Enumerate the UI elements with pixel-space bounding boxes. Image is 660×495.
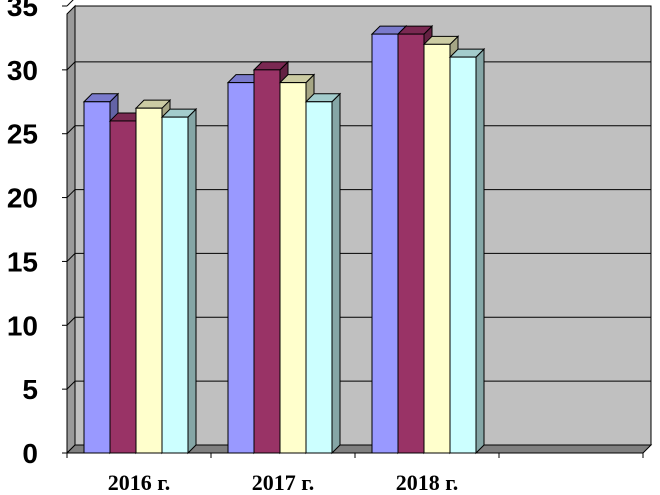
bar — [161, 116, 189, 454]
gridline-side — [66, 253, 76, 262]
bar — [371, 33, 399, 454]
gridline-side — [66, 61, 76, 71]
gridline-side — [66, 0, 74, 7]
bar — [279, 82, 307, 454]
bar — [423, 43, 451, 454]
y-tick-label: 15 — [7, 246, 38, 277]
gridline-side — [66, 125, 76, 135]
bar — [253, 69, 281, 454]
gridline-side — [66, 380, 76, 390]
y-tick-label: 30 — [7, 55, 38, 86]
bar — [305, 101, 333, 454]
y-tick-label: 10 — [7, 310, 38, 341]
bar — [449, 56, 477, 454]
y-tick-label: 25 — [7, 119, 38, 150]
bar-side — [331, 92, 341, 455]
x-tick-label: 2016 г. — [108, 470, 171, 495]
side-wall — [66, 4, 76, 455]
y-tick-label: 0 — [22, 438, 38, 469]
bar — [83, 101, 111, 454]
bar — [397, 33, 425, 454]
x-tick-label: 2017 г. — [252, 470, 315, 495]
x-tick-label: 2018 г. — [396, 470, 459, 495]
bar-side — [187, 107, 197, 455]
y-tick-label: 5 — [22, 374, 38, 405]
bar — [227, 82, 255, 454]
bar — [135, 107, 163, 454]
gridline-side — [66, 316, 76, 326]
gridline-side — [66, 189, 76, 198]
bar-side — [475, 47, 485, 455]
bar — [109, 120, 137, 454]
y-tick-label: 35 — [7, 0, 38, 22]
y-tick-label: 20 — [7, 183, 38, 214]
